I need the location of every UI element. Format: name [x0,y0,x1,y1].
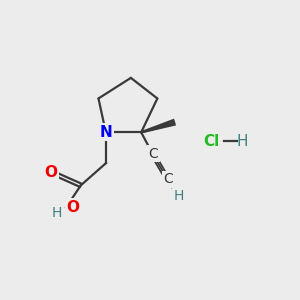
Text: H: H [236,134,248,149]
Text: O: O [44,165,57,180]
Text: C: C [164,172,173,186]
Text: O: O [66,200,79,215]
Text: H: H [52,206,62,220]
Text: C: C [149,147,158,161]
Text: Cl: Cl [204,134,220,149]
Text: H: H [173,189,184,202]
Text: N: N [100,125,112,140]
